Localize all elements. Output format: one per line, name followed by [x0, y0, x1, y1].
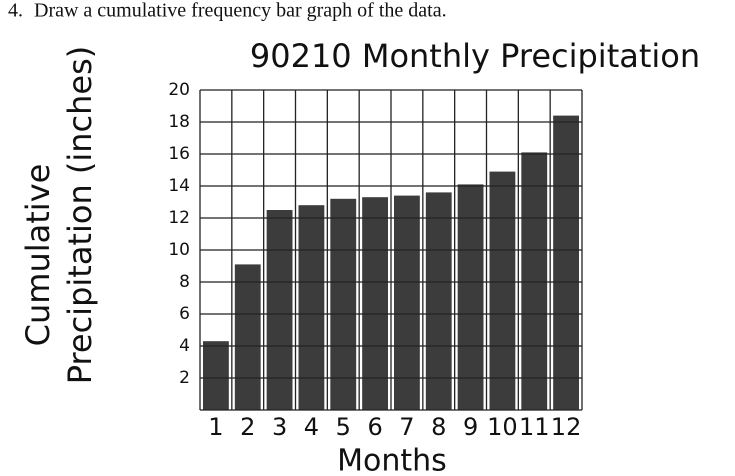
bar: [299, 205, 325, 410]
x-tick-label: 4: [304, 413, 319, 441]
bar: [490, 172, 516, 410]
y-tick-label: 20: [168, 80, 190, 100]
x-tick-label: 1: [208, 413, 223, 441]
y-tick-label: 16: [168, 144, 190, 164]
y-axis-label: Precipitation (inches): [61, 46, 99, 385]
bar: [235, 264, 261, 410]
question-number: 4.: [8, 0, 23, 22]
x-tick-label: 7: [399, 413, 414, 441]
bar: [521, 152, 547, 410]
chart-title: 90210 Monthly Precipitation: [250, 37, 700, 75]
x-tick-label: 9: [463, 413, 478, 441]
y-tick-label: 8: [179, 272, 190, 292]
x-tick-label: 8: [431, 413, 446, 441]
y-tick-label: 14: [168, 176, 190, 196]
y-tick-label: 2: [179, 368, 190, 388]
x-tick-label: 11: [519, 413, 550, 441]
x-tick-label: 3: [272, 413, 287, 441]
x-tick-label: 6: [367, 413, 382, 441]
x-tick-label: 10: [487, 413, 518, 441]
chart: 4. Draw a cumulative frequency bar graph…: [0, 0, 735, 476]
y-tick-label: 12: [168, 208, 190, 228]
y-tick-label: 6: [179, 304, 190, 324]
bar: [267, 210, 293, 410]
x-tick-label: 5: [336, 413, 351, 441]
y-axis-label: Cumulative: [19, 164, 57, 347]
x-tick-label: 2: [240, 413, 255, 441]
bar: [553, 116, 579, 410]
y-tick-label: 18: [168, 112, 190, 132]
x-tick-label: 12: [551, 413, 582, 441]
y-tick-label: 10: [168, 240, 190, 260]
question-text: Draw a cumulative frequency bar graph of…: [34, 0, 447, 22]
x-axis-label: Months: [337, 444, 447, 476]
y-tick-label: 4: [179, 336, 190, 356]
bar: [203, 341, 229, 410]
